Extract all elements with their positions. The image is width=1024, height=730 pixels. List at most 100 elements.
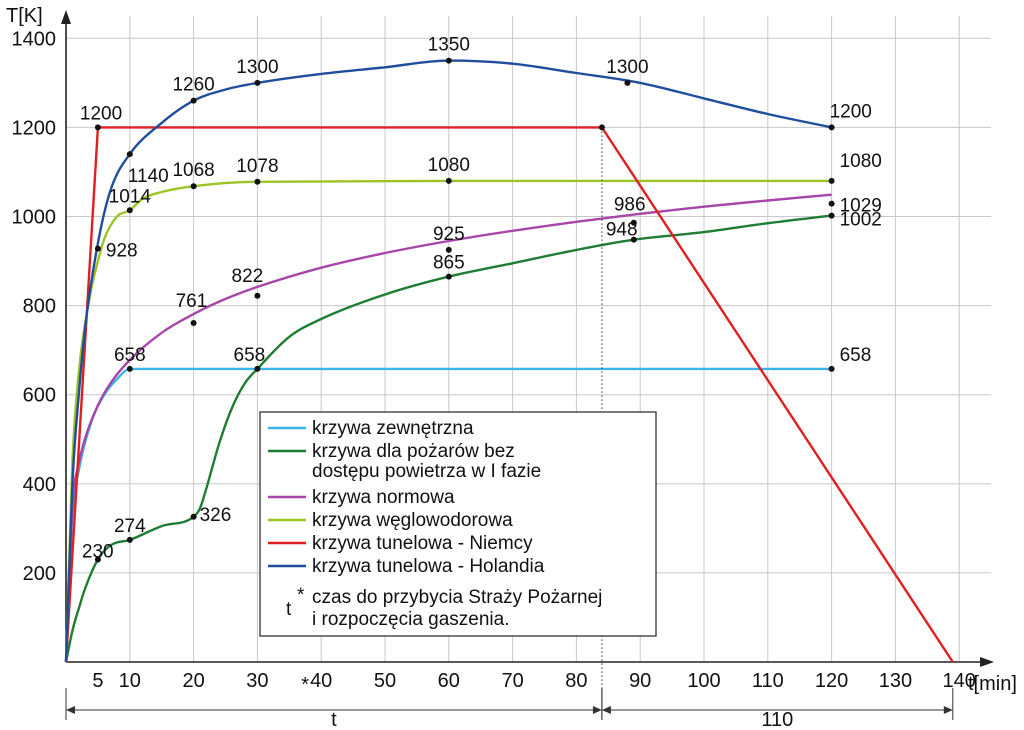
x-tick-label: 80 [565, 670, 587, 692]
y-tick-label: 800 [23, 296, 56, 318]
x-tick-label: 50 [374, 670, 396, 692]
data-point [598, 124, 605, 131]
x-tick-label: 70 [501, 670, 523, 692]
data-point [828, 212, 835, 219]
x-tick-label: 120 [815, 670, 848, 692]
data-label: 1140 [128, 166, 169, 187]
data-label: 928 [106, 241, 138, 262]
data-label: 1002 [840, 210, 882, 231]
data-point [828, 124, 835, 131]
data-point [126, 365, 133, 372]
data-label: 658 [234, 345, 266, 366]
data-label: 1078 [236, 156, 278, 177]
data-label: 658 [114, 345, 146, 366]
data-point [126, 151, 133, 158]
x-tick-label: 40 [310, 670, 332, 692]
legend-entry: krzywa dla pożarów bez [312, 441, 515, 462]
dimension-label: t [331, 709, 337, 730]
data-point [828, 200, 835, 207]
legend-note-superscript: * [297, 585, 305, 606]
data-point [190, 513, 197, 520]
data-point [94, 556, 101, 563]
x-tick-label: 130 [879, 670, 912, 692]
legend-entry: krzywa zewnętrzna [312, 418, 474, 439]
x-tick-label: 90 [629, 670, 651, 692]
y-tick-label: 400 [23, 474, 56, 496]
data-label: 1260 [172, 75, 214, 96]
data-label: 948 [606, 220, 638, 241]
data-label: 274 [114, 516, 146, 537]
series-line-3 [64, 193, 832, 663]
data-label: 1014 [109, 186, 152, 207]
data-label: 1068 [172, 160, 214, 181]
data-label: 326 [200, 505, 232, 526]
legend-entry: krzywa węglowodorowa [312, 510, 513, 531]
data-point [445, 246, 452, 253]
data-point [94, 124, 101, 131]
y-tick-label: 1000 [12, 207, 57, 229]
y-axis-arrow [61, 10, 71, 24]
data-label: 761 [176, 291, 208, 312]
data-point [254, 365, 261, 372]
x-tick-label: 140 [943, 670, 976, 692]
data-label: 658 [840, 345, 872, 366]
data-point [94, 245, 101, 252]
x-axis-title: t[min] [968, 673, 1017, 695]
legend-entry: dostępu powietrza w I fazie [312, 461, 541, 482]
legend-note-symbol: t [286, 599, 292, 620]
data-label: 1200 [830, 101, 872, 122]
y-tick-label: 200 [23, 563, 56, 585]
data-point [445, 57, 452, 64]
y-tick-label: 1400 [12, 28, 57, 50]
legend-box [259, 411, 657, 637]
series-line-5 [64, 126, 954, 663]
data-label: 1300 [606, 57, 648, 78]
x-tick-label: 60 [438, 670, 460, 692]
y-axis-title: T[K] [6, 5, 43, 27]
axes [61, 10, 994, 667]
x-tick-label: 30 [246, 670, 268, 692]
x-tick-label: 10 [119, 670, 141, 692]
data-point [190, 183, 197, 190]
x-tick-marker: * [301, 674, 309, 696]
dimension-label: 110 [761, 709, 793, 730]
legend-note-line: i rozpoczęcia gaszenia. [312, 609, 510, 630]
data-point [254, 292, 261, 299]
data-point [254, 178, 261, 185]
legend-entry: krzywa tunelowa - Holandia [312, 556, 545, 577]
data-label: 1080 [428, 155, 470, 176]
data-label: 1350 [428, 35, 470, 56]
data-label: 925 [433, 224, 465, 245]
data-label: 1029 [840, 196, 882, 217]
legend-note-line: czas do przybycia Straży Pożarnej [312, 587, 602, 608]
x-axis-arrow [980, 657, 994, 667]
data-point [828, 365, 835, 372]
data-label: 1300 [236, 57, 278, 78]
series-line-6 [64, 59, 832, 663]
data-point [445, 177, 452, 184]
data-label: 865 [433, 253, 465, 274]
data-label: 986 [614, 195, 646, 216]
data-point [254, 79, 261, 86]
dimension-arrow [943, 706, 953, 714]
dimension-arrow [592, 706, 602, 714]
y-tick-label: 1200 [12, 117, 57, 139]
data-point [445, 273, 452, 280]
data-point [630, 236, 637, 243]
dimension-arrow [66, 706, 75, 714]
data-label: 1200 [80, 103, 122, 124]
data-point [630, 219, 637, 226]
x-tick-label: 20 [182, 670, 204, 692]
legend-entry: krzywa tunelowa - Niemcy [312, 533, 533, 554]
data-point [126, 207, 133, 214]
x-tick-label: 100 [687, 670, 720, 692]
x-tick-label: 5 [92, 670, 103, 692]
y-tick-label: 600 [23, 385, 56, 407]
data-label: 230 [82, 542, 114, 563]
data-label: 822 [232, 266, 264, 287]
x-tick-label: 110 [752, 670, 784, 692]
